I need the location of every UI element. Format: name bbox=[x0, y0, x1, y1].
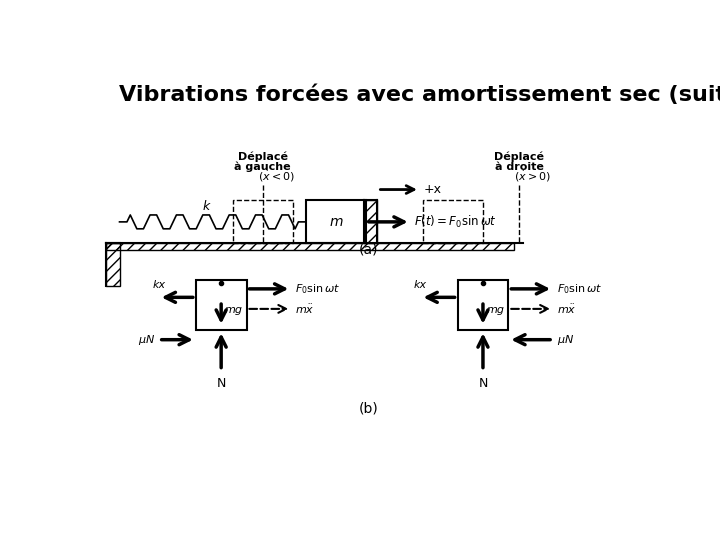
Text: $(\dot{x} > 0)$: $(\dot{x} > 0)$ bbox=[515, 170, 552, 184]
Text: (a): (a) bbox=[359, 242, 379, 256]
Text: m: m bbox=[329, 215, 343, 229]
Text: à gauche: à gauche bbox=[235, 161, 291, 172]
Text: +x: +x bbox=[423, 183, 441, 196]
Text: $m\ddot{x}$: $m\ddot{x}$ bbox=[295, 302, 315, 315]
Bar bbox=[364, 200, 377, 244]
Text: $m\ddot{x}$: $m\ddot{x}$ bbox=[557, 302, 577, 315]
Bar bbox=[106, 244, 514, 249]
Text: Vibrations forcées avec amortissement sec (suite): Vibrations forcées avec amortissement se… bbox=[119, 84, 720, 105]
Text: $(\dot{x} < 0)$: $(\dot{x} < 0)$ bbox=[258, 170, 295, 184]
Text: N: N bbox=[478, 377, 487, 390]
Text: $\mu N$: $\mu N$ bbox=[138, 333, 155, 347]
Bar bbox=[196, 280, 246, 330]
Text: mg: mg bbox=[487, 305, 505, 315]
Text: k: k bbox=[202, 200, 210, 213]
Text: kx: kx bbox=[414, 280, 427, 290]
Text: N: N bbox=[217, 377, 226, 390]
Text: à droite: à droite bbox=[495, 161, 544, 172]
Bar bbox=[423, 200, 483, 244]
Text: $F_0 \sin \omega t$: $F_0 \sin \omega t$ bbox=[557, 282, 603, 296]
Text: Déplacé: Déplacé bbox=[238, 152, 288, 163]
Text: $\mu N$: $\mu N$ bbox=[557, 333, 574, 347]
Bar bbox=[233, 200, 293, 244]
Text: mg: mg bbox=[225, 305, 243, 315]
Bar bbox=[457, 280, 508, 330]
Text: Déplacé: Déplacé bbox=[494, 152, 544, 163]
Text: (b): (b) bbox=[359, 402, 379, 416]
Bar bbox=[306, 200, 366, 244]
Text: $F(t) = F_0 \sin \omega t$: $F(t) = F_0 \sin \omega t$ bbox=[415, 214, 498, 230]
Bar bbox=[106, 244, 120, 286]
Text: kx: kx bbox=[152, 280, 166, 290]
Text: $F_0 \sin \omega t$: $F_0 \sin \omega t$ bbox=[295, 282, 341, 296]
